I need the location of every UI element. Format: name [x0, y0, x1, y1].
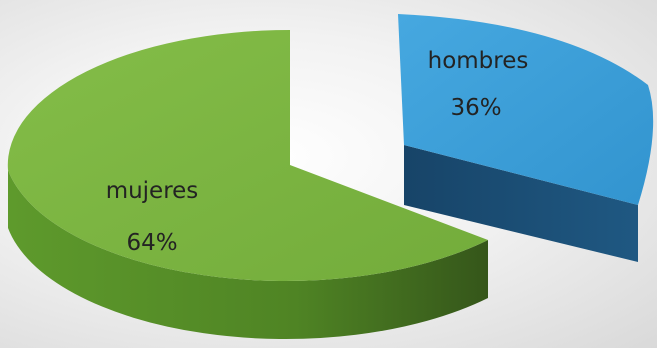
- slice-mujeres-top: [7, 29, 489, 282]
- slice-mujeres-label: mujeres: [106, 178, 199, 204]
- slice-mujeres: mujeres 64%: [7, 29, 489, 340]
- slice-hombres: hombres 36%: [398, 14, 654, 262]
- slice-hombres-top: [398, 14, 654, 205]
- slice-mujeres-side: [8, 170, 488, 340]
- slice-hombres-label: hombres: [428, 48, 529, 74]
- slice-mujeres-value: 64%: [126, 230, 177, 256]
- slice-hombres-side: [404, 145, 638, 262]
- slice-hombres-value: 36%: [450, 95, 501, 121]
